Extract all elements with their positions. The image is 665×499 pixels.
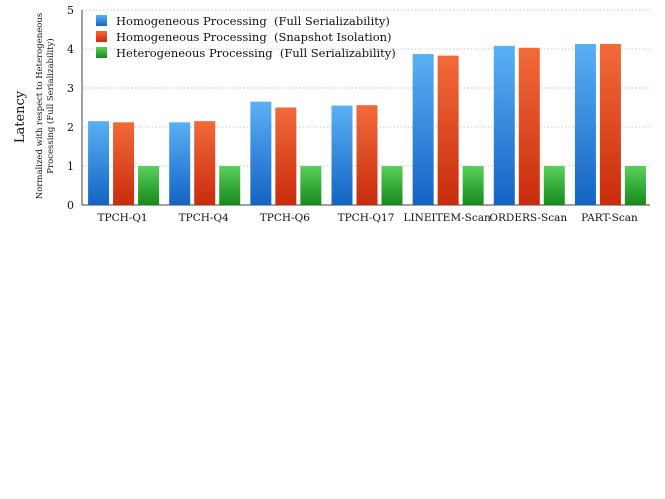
bar-orders-scan-series-1 — [493, 45, 515, 205]
legend-label: Heterogeneous Processing (Full Serializa… — [116, 46, 396, 60]
bar-part-scan-series-2 — [599, 43, 621, 206]
x-tick-label: TPCH-Q17 — [338, 212, 395, 224]
bar-tpch-q17-series-2 — [356, 105, 378, 205]
legend-swatch — [96, 15, 107, 26]
bar-tpch-q4-series-3 — [219, 166, 241, 205]
y-tick-label: 0 — [67, 199, 74, 212]
y-tick-label: 3 — [67, 82, 74, 95]
bar-tpch-q17-series-3 — [381, 166, 403, 205]
legend: Homogeneous Processing (Full Serializabi… — [96, 14, 396, 60]
y-axis-label-main: Latency — [13, 90, 28, 143]
bar-orders-scan-series-2 — [518, 47, 540, 205]
x-tick-label: TPCH-Q6 — [260, 212, 310, 224]
legend-label: Homogeneous Processing (Full Serializabi… — [116, 14, 390, 28]
legend-swatch — [96, 31, 107, 42]
y-axis-label-sub-line1: Normalized with respect to Heterogeneous — [35, 13, 45, 199]
bar-tpch-q6-series-2 — [275, 107, 297, 205]
x-tick-label: TPCH-Q1 — [98, 212, 148, 224]
bar-tpch-q4-series-2 — [194, 121, 216, 205]
tick-labels: 0 1 2 3 4 5 TPCH-Q1 TPCH-Q4 TPCH-Q6 TPCH-Q17 LINEI… — [67, 4, 638, 224]
bar-orders-scan-series-3 — [543, 166, 565, 205]
bar-tpch-q6-series-3 — [300, 166, 322, 205]
x-tick-label: PART-Scan — [581, 212, 638, 224]
bar-part-scan-series-3 — [624, 166, 646, 205]
bar-tpch-q17-series-1 — [331, 105, 353, 205]
y-tick-label: 2 — [67, 121, 74, 134]
legend-label: Homogeneous Processing (Snapshot Isolati… — [116, 30, 392, 44]
bar-tpch-q1-series-1 — [88, 121, 110, 205]
bar-tpch-q6-series-1 — [250, 101, 272, 205]
x-tick-label: TPCH-Q4 — [179, 212, 229, 224]
y-tick-label: 5 — [67, 4, 74, 17]
y-tick-label: 4 — [67, 43, 74, 56]
legend-swatch — [96, 47, 107, 58]
bar-tpch-q1-series-3 — [138, 166, 160, 205]
y-tick-label: 1 — [67, 160, 74, 173]
bar-tpch-q1-series-2 — [113, 122, 135, 205]
bars — [88, 43, 646, 206]
y-axis-label-sub-line2: Processing (Full Serializability) — [45, 38, 56, 173]
x-tick-label: LINEITEM-Scan — [404, 212, 491, 224]
bar-part-scan-series-1 — [574, 43, 596, 206]
x-tick-label: ORDERS-Scan — [489, 212, 567, 224]
bar-tpch-q4-series-1 — [169, 122, 191, 205]
bar-lineitem-scan-series-3 — [462, 166, 484, 205]
bar-lineitem-scan-series-2 — [437, 55, 459, 205]
bar-lineitem-scan-series-1 — [412, 54, 434, 205]
